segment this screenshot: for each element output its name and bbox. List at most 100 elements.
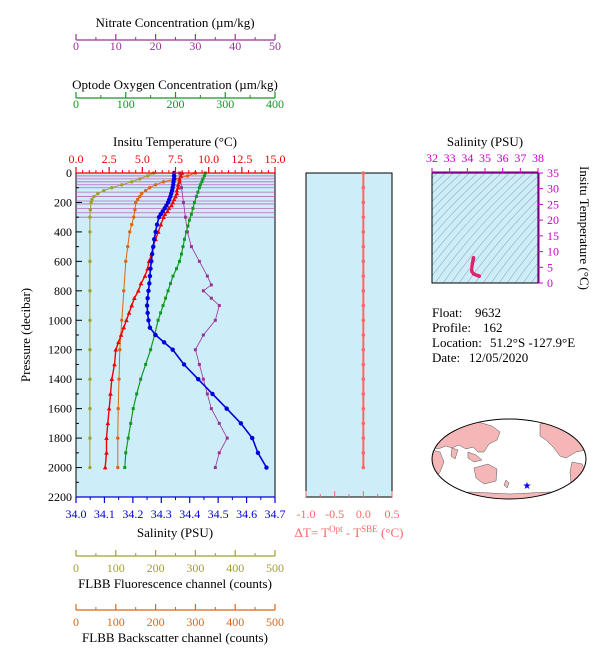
temperature-marker	[124, 317, 129, 323]
backscatter-marker	[139, 191, 144, 196]
ts-density-contour	[482, 215, 538, 283]
pressure-tick-label: 0	[66, 166, 72, 180]
fluorescence-axis: 0 100 200 300 400 500	[73, 550, 284, 575]
backscatter-marker	[137, 194, 142, 199]
backscatter-marker	[122, 289, 126, 293]
temperature-marker	[121, 325, 127, 330]
salinity-tick-label: 34.2	[122, 507, 143, 521]
oxygen-marker	[184, 230, 188, 234]
ts-temperature-tick-label: 10	[547, 245, 559, 259]
delta-t-marker	[361, 171, 366, 175]
oxygen-tick-label: 400	[266, 97, 284, 111]
temperature-axis: 0.0 2.5 5.0 7.5 10.0 12.5 15.0	[69, 152, 286, 174]
temperature-marker	[177, 179, 182, 184]
ts-salinity-tick-label: 33	[444, 151, 456, 165]
nitrate-marker	[197, 259, 201, 263]
pressure-axis: 0 200 400 600 800 1000 1200 1400 1600 1800 2000 220…	[48, 166, 82, 504]
ts-marker	[470, 264, 474, 269]
salinity-marker	[147, 281, 152, 286]
fluorescence-marker	[88, 289, 92, 293]
oxygen-tick-label: 0	[73, 97, 79, 111]
pressure-tick-label: 2200	[48, 490, 72, 504]
nitrate-marker	[217, 451, 221, 455]
temperature-marker	[116, 339, 121, 345]
oxygen-marker	[198, 183, 202, 187]
pressure-tick-label: 1600	[48, 402, 72, 416]
fluorescence-marker	[92, 194, 96, 199]
ts-density-contour	[432, 173, 518, 267]
ts-density-contours	[432, 173, 538, 283]
delta-t-marker	[361, 318, 366, 323]
oxygen-marker	[191, 206, 195, 210]
backscatter-marker	[116, 465, 120, 470]
delta-t-marker	[361, 465, 366, 470]
ts-density-contour	[432, 173, 486, 228]
temperature-marker	[126, 310, 132, 315]
nitrate-marker	[205, 392, 209, 396]
ts-plot-background	[432, 173, 538, 283]
pressure-tick-label: 1000	[48, 313, 72, 327]
location-value: 51.2°S -127.9°E	[490, 335, 575, 350]
fluorescence-marker	[137, 177, 142, 181]
salinity-marker	[151, 237, 157, 242]
ts-diagram-panel: 32 33 34 35 36 37 38 Salinity (PSU) 0 510 15 20 25…	[426, 134, 592, 290]
backscatter-marker	[132, 215, 136, 219]
ts-temperature-axis-label: Insitu Temperature (°C)	[577, 166, 592, 290]
backscatter-marker	[134, 200, 138, 205]
temperature-marker	[177, 176, 182, 181]
temperature-marker	[173, 194, 178, 199]
ts-temperature-tick-label: 0	[547, 276, 553, 290]
backscatter-marker	[161, 180, 166, 184]
map-land-south-america	[569, 461, 586, 495]
nitrate-marker	[217, 421, 221, 425]
temperature-marker	[102, 465, 108, 470]
salinity-tick-label: 34.5	[208, 507, 229, 521]
oxygen-marker	[202, 174, 206, 178]
delta-t-axis-label: ΔT= TOpt - TSBE (°C)	[295, 524, 404, 540]
fluorescence-marker	[110, 186, 114, 190]
backscatter-marker	[116, 406, 120, 411]
map-border	[431, 418, 587, 500]
float-info: Float: 9632 Profile: 162 Location: 51.2°…	[432, 305, 575, 365]
float-label: Float:	[432, 305, 462, 320]
temperature-marker	[175, 182, 181, 187]
oxygen-marker	[187, 218, 191, 222]
temperature-marker	[129, 303, 135, 308]
temperature-marker	[175, 185, 181, 190]
oxygen-marker	[192, 200, 196, 204]
temperature-marker	[118, 332, 124, 337]
nitrate-marker	[209, 296, 213, 300]
date-value: 12/05/2020	[469, 350, 528, 365]
oxygen-marker	[123, 466, 127, 470]
salinity-axis-label: Salinity (PSU)	[137, 525, 213, 540]
oxygen-marker	[135, 392, 139, 396]
nitrate-axis-label: Nitrate Concentration (µm/kg)	[95, 15, 254, 30]
oxygen-marker	[129, 421, 133, 425]
nitrate-marker	[213, 466, 217, 470]
ts-density-contour	[498, 233, 538, 283]
fluorescence-marker	[96, 191, 100, 196]
backscatter-tick-label: 500	[266, 615, 284, 629]
backscatter-marker	[143, 188, 148, 193]
salinity-marker	[170, 347, 175, 352]
oxygen-marker	[131, 407, 135, 411]
backscatter-marker	[133, 208, 137, 212]
oxygen-marker	[169, 281, 173, 285]
ts-salinity-tick-label: 37	[514, 151, 526, 165]
temperature-marker	[178, 173, 184, 178]
salinity-marker	[148, 266, 153, 271]
temperature-marker	[106, 406, 112, 411]
fluorescence-tick-label: 100	[107, 561, 125, 575]
pressure-tick-label: 1200	[48, 343, 72, 357]
salinity-marker	[264, 465, 269, 470]
fluorescence-marker	[88, 377, 92, 381]
salinity-axis: 34.0 34.1 34.2 34.3 34.4 34.5 34.6 34.7	[66, 496, 286, 521]
ts-salinity-tick-label: 35	[479, 151, 491, 165]
fluorescence-marker	[88, 230, 92, 234]
delta-t-axis: -1.0 -0.5 0.0 0.5	[297, 491, 400, 521]
temperature-marker	[105, 420, 111, 426]
ts-salinity-tick-label: 34	[461, 151, 473, 165]
profile-label: Profile:	[432, 320, 471, 335]
